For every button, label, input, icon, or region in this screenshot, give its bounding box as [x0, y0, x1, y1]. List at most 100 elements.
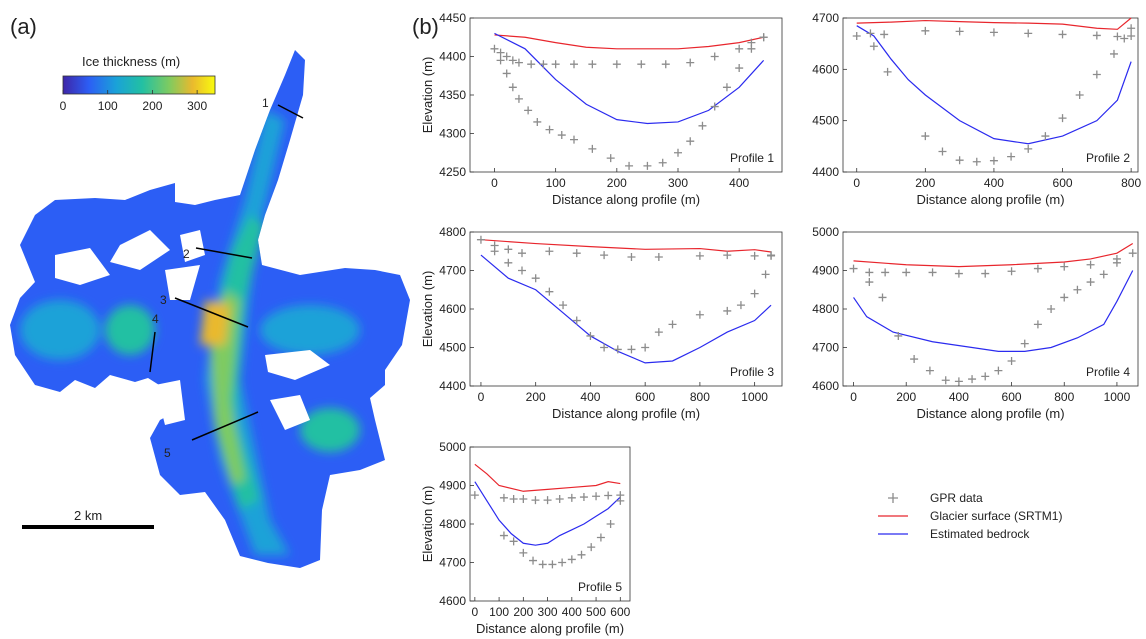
colorbar-ticks: 0 100 200 300	[60, 90, 207, 113]
profile-label-5: 5	[164, 446, 171, 460]
plot-frame	[842, 231, 1139, 387]
x-tick-label: 0	[478, 390, 485, 404]
gpr-point	[616, 496, 625, 505]
gpr-point	[504, 258, 513, 267]
y-tick-label: 4700	[439, 264, 466, 278]
plot-frame	[842, 17, 1139, 173]
gpr-point	[545, 247, 554, 256]
scalebar: 2 km	[22, 508, 154, 529]
gpr-point	[527, 60, 536, 69]
gpr-point	[625, 161, 634, 170]
gpr-point	[572, 316, 581, 325]
gpr-point	[508, 56, 517, 65]
gpr-point	[1092, 70, 1101, 79]
gpr-point	[1128, 249, 1137, 258]
colorbar-tick-label: 200	[142, 99, 162, 113]
gpr-point	[637, 60, 646, 69]
gpr-point	[1020, 339, 1029, 348]
gpr-point	[865, 278, 874, 287]
gpr-point	[1086, 260, 1095, 269]
profile-plot-3: 0 200 400 600 800 1000 4400 4500 4600 4700 4800 Dis…	[420, 225, 783, 421]
gpr-point	[994, 366, 1003, 375]
gpr-point	[499, 493, 508, 502]
gpr-point	[989, 156, 998, 165]
profile-plot-1: 0 100 200 300 400 4250 4300 4350 4400 4450 Distanc…	[420, 11, 783, 207]
gpr-point	[878, 293, 887, 302]
gpr-point	[1058, 114, 1067, 123]
gpr-point	[921, 26, 930, 35]
colorbar: Ice thickness (m) 0 100 200 300	[60, 54, 216, 113]
gpr-point	[928, 268, 937, 277]
profile-plot-2: 0 200 400 600 800 4400 4500 4600 4700 Distance al…	[812, 11, 1141, 207]
gpr-point	[1024, 29, 1033, 38]
profile-label-3: 3	[160, 293, 167, 307]
colorbar-title: Ice thickness (m)	[82, 54, 180, 69]
plot-title: Profile 4	[1086, 365, 1130, 379]
gpr-point	[606, 154, 615, 163]
x-tick-label: 200	[526, 390, 546, 404]
gpr-point	[695, 310, 704, 319]
legend-item: Glacier surface (SRTM1)	[878, 509, 1062, 523]
x-tick-label: 200	[915, 176, 935, 190]
glacier-holes	[55, 230, 330, 430]
gpr-point	[1047, 305, 1056, 313]
gpr-point	[502, 69, 511, 78]
gpr-point	[567, 493, 576, 502]
gpr-point	[504, 245, 513, 254]
gpr-point	[654, 328, 663, 337]
gpr-point	[910, 355, 919, 364]
y-tick-label: 4700	[439, 556, 466, 570]
gpr-point	[1007, 152, 1016, 161]
y-tick-label: 4800	[439, 225, 466, 239]
gpr-point	[686, 137, 695, 146]
y-tick-label: 4600	[439, 302, 466, 316]
y-tick-label: 4900	[812, 264, 839, 278]
profile-line-3	[174, 297, 249, 328]
gpr-point	[989, 28, 998, 37]
y-tick-label: 4900	[439, 479, 466, 493]
gpr-point	[1113, 32, 1122, 41]
gpr-point	[518, 249, 526, 258]
gpr-point	[938, 147, 947, 156]
gpr-point	[567, 555, 576, 564]
surface-line	[494, 34, 764, 50]
gpr-point	[545, 125, 554, 134]
colorbar-tick-label: 300	[187, 99, 207, 113]
legend-item: GPR data	[888, 491, 983, 505]
gpr-point	[545, 287, 554, 296]
gpr-point	[627, 345, 636, 354]
gpr-point	[496, 56, 505, 65]
gpr-point	[514, 94, 523, 103]
profile-labels: 1 2 3 4 5	[152, 96, 269, 460]
profile-label-2: 2	[183, 247, 190, 261]
gpr-point	[658, 158, 667, 167]
gpr-point	[1058, 30, 1067, 39]
bedrock-line	[480, 254, 772, 364]
gpr-point	[1041, 132, 1050, 141]
gpr-point	[881, 268, 890, 277]
x-tick-label: 0	[853, 176, 860, 190]
gpr-point	[548, 560, 557, 569]
gpr-point	[539, 60, 548, 69]
gpr-point	[606, 520, 615, 528]
panel-b-label: (b)	[412, 14, 439, 39]
gpr-point	[588, 60, 597, 69]
gpr-point	[1073, 285, 1082, 294]
gpr-point	[643, 161, 652, 170]
gpr-point	[668, 320, 677, 329]
gpr-point	[981, 269, 990, 278]
y-tick-label: 4250	[439, 165, 466, 179]
bedrock-line	[856, 25, 1132, 145]
gpr-point	[1060, 262, 1069, 271]
gpr-point	[674, 148, 682, 157]
x-tick-label: 300	[668, 176, 688, 190]
colorbar-tick-label: 100	[98, 99, 118, 113]
gpr-point	[865, 268, 874, 277]
gpr-point	[1120, 34, 1129, 43]
gpr-point	[509, 494, 518, 503]
x-axis-label: Distance along profile (m)	[476, 621, 624, 636]
gpr-point	[519, 494, 528, 503]
gpr-point	[1127, 24, 1136, 33]
bedrock-line	[494, 32, 765, 125]
gpr-point	[470, 491, 479, 500]
